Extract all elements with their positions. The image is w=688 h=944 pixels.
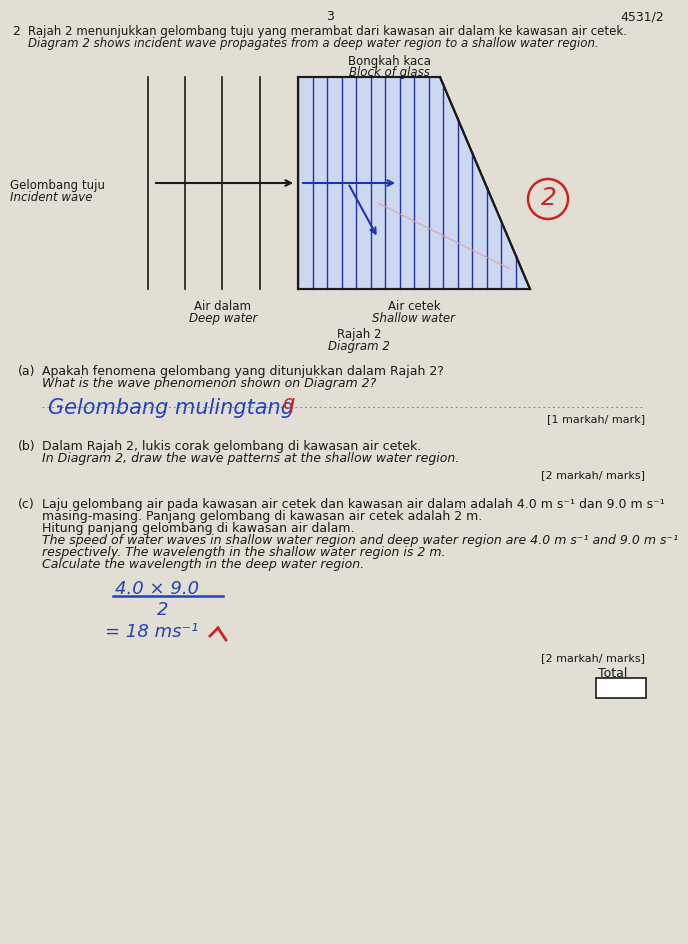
- Text: Air dalam: Air dalam: [195, 299, 252, 312]
- Text: respectively. The wavelength in the shallow water region is 2 m.: respectively. The wavelength in the shal…: [42, 546, 446, 559]
- Text: Diagram 2: Diagram 2: [328, 340, 390, 353]
- Text: Shallow water: Shallow water: [372, 312, 455, 325]
- Text: Rajah 2: Rajah 2: [336, 328, 381, 341]
- Text: Deep water: Deep water: [189, 312, 257, 325]
- Text: (b): (b): [18, 440, 36, 452]
- Text: A2: A2: [612, 680, 630, 692]
- Text: In Diagram 2, draw the wave patterns at the shallow water region.: In Diagram 2, draw the wave patterns at …: [42, 451, 460, 464]
- Text: masing-masing. Panjang gelombang di kawasan air cetek adalah 2 m.: masing-masing. Panjang gelombang di kawa…: [42, 510, 482, 522]
- Text: Calculate the wavelength in the deep water region.: Calculate the wavelength in the deep wat…: [42, 557, 364, 570]
- Text: Incident wave: Incident wave: [10, 191, 92, 204]
- Text: What is the wave phenomenon shown on Diagram 2?: What is the wave phenomenon shown on Dia…: [42, 377, 376, 390]
- FancyBboxPatch shape: [596, 679, 646, 699]
- Text: [1 markah/ mark]: [1 markah/ mark]: [547, 413, 645, 424]
- Text: = 18 ms⁻¹: = 18 ms⁻¹: [105, 622, 198, 640]
- Text: 2: 2: [157, 600, 169, 618]
- Text: Dalam Rajah 2, lukis corak gelombang di kawasan air cetek.: Dalam Rajah 2, lukis corak gelombang di …: [42, 440, 421, 452]
- Text: Total: Total: [598, 666, 627, 680]
- Text: Hitung panjang gelombang di kawasan air dalam.: Hitung panjang gelombang di kawasan air …: [42, 521, 354, 534]
- Text: (c): (c): [18, 497, 35, 511]
- Text: [2 markah/ marks]: [2 markah/ marks]: [541, 652, 645, 663]
- Text: 4531/2: 4531/2: [620, 10, 664, 23]
- Text: 4.0 × 9.0: 4.0 × 9.0: [115, 580, 199, 598]
- Text: 2: 2: [541, 186, 557, 210]
- Text: Apakah fenomena gelombang yang ditunjukkan dalam Rajah 2?: Apakah fenomena gelombang yang ditunjukk…: [42, 364, 444, 378]
- Text: q: q: [282, 394, 294, 413]
- Text: Rajah 2 menunjukkan gelombang tuju yang merambat dari kawasan air dalam ke kawas: Rajah 2 menunjukkan gelombang tuju yang …: [28, 25, 627, 38]
- Polygon shape: [298, 78, 530, 290]
- Text: Gelombang tuju: Gelombang tuju: [10, 178, 105, 192]
- Text: [2 markah/ marks]: [2 markah/ marks]: [541, 469, 645, 480]
- Text: Air cetek: Air cetek: [387, 299, 440, 312]
- Text: 2: 2: [12, 25, 20, 38]
- Text: Diagram 2 shows incident wave propagates from a deep water region to a shallow w: Diagram 2 shows incident wave propagates…: [28, 37, 599, 50]
- Text: The speed of water waves in shallow water region and deep water region are 4.0 m: The speed of water waves in shallow wate…: [42, 533, 678, 547]
- Text: Block of glass: Block of glass: [349, 66, 429, 79]
- Text: Gelombang mulingtang: Gelombang mulingtang: [48, 397, 294, 417]
- Text: (a): (a): [18, 364, 36, 378]
- Text: Laju gelombang air pada kawasan air cetek dan kawasan air dalam adalah 4.0 m s⁻¹: Laju gelombang air pada kawasan air cete…: [42, 497, 665, 511]
- Text: 3: 3: [326, 10, 334, 23]
- Text: Bongkah kaca: Bongkah kaca: [347, 55, 431, 68]
